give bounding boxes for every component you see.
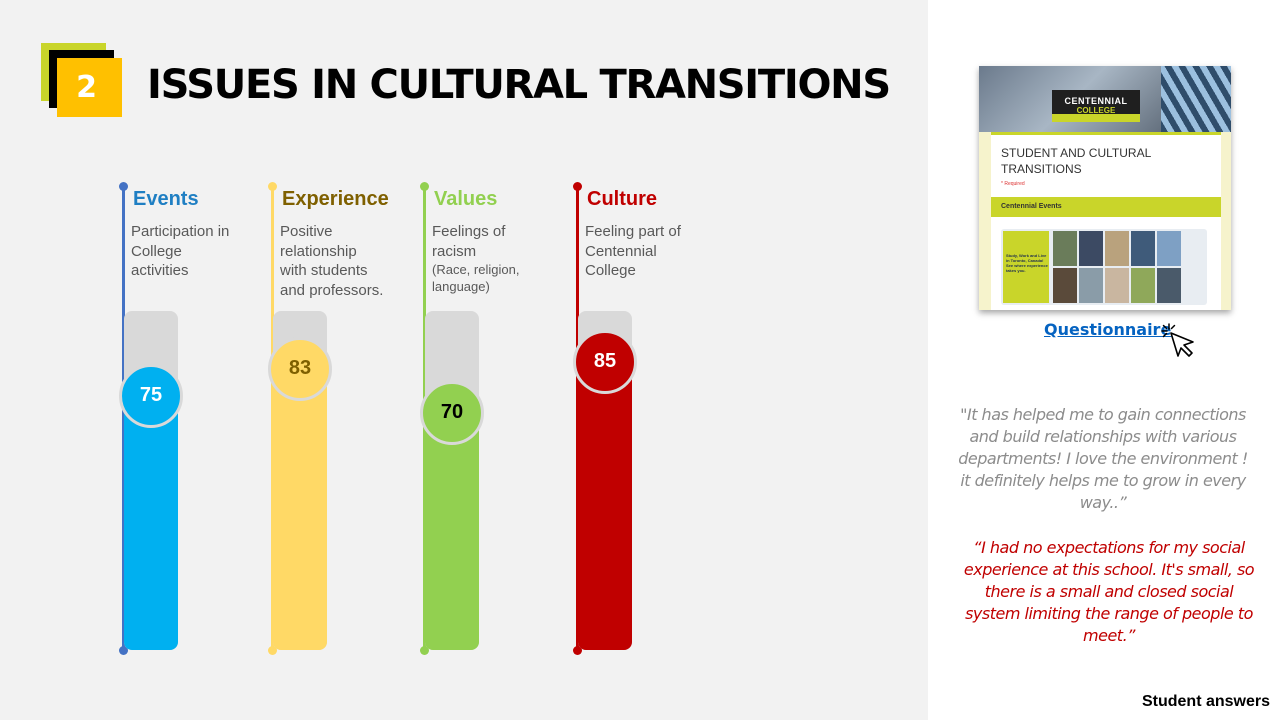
column-dot-bottom	[119, 646, 128, 655]
click-cursor-icon	[1161, 323, 1194, 357]
column-dot-bottom	[268, 646, 277, 655]
bar-fill	[124, 395, 178, 650]
value-bubble: 75	[119, 363, 183, 428]
form-title: STUDENT AND CULTURAL TRANSITIONS	[1001, 146, 1151, 176]
column-dot-bottom	[573, 646, 582, 655]
column-description: Feelings of racism (Race, religion, langua…	[432, 223, 520, 294]
events-image: Study, Work and Live in Toronto, Canada!…	[1001, 229, 1207, 305]
column-title: Events	[133, 188, 199, 210]
column-line	[122, 186, 125, 651]
column-title: Experience	[282, 188, 389, 210]
bar-fill	[578, 361, 632, 650]
column-dot-bottom	[420, 646, 429, 655]
promo-text: Study, Work and Live in Toronto, Canada!…	[1006, 253, 1048, 273]
column-title: Culture	[587, 188, 657, 210]
student-quote-negative: “I had no expectations for my social exp…	[963, 538, 1255, 645]
footer-caption: Student answers	[1141, 693, 1270, 710]
bar-fill	[273, 368, 327, 650]
column-dot-top	[573, 182, 582, 191]
questionnaire-link[interactable]: Questionnaire	[1044, 320, 1172, 339]
section-number-badge: 2	[57, 58, 122, 117]
value-bubble: 83	[268, 336, 332, 401]
required-note: * Required	[1001, 181, 1025, 187]
column-description: Feeling part of Centennial College	[585, 223, 681, 279]
column-line	[271, 186, 274, 651]
column-dot-top	[268, 182, 277, 191]
bar-fill	[425, 412, 479, 650]
form-card: STUDENT AND CULTURAL TRANSITIONS * Requi…	[991, 132, 1221, 310]
value-bubble: 85	[573, 329, 637, 394]
college-sign: CENTENNIAL COLLEGE	[1052, 90, 1140, 122]
student-quote-positive: "It has helped me to gain connections an…	[958, 405, 1248, 512]
value-bubble: 70	[420, 380, 484, 445]
column-title: Values	[434, 188, 498, 210]
slide-title: ISSUES IN CULTURAL TRANSITIONS	[147, 62, 891, 108]
column-dot-top	[420, 182, 429, 191]
column-description: Positive relationship with students and pro…	[280, 223, 384, 299]
column-description: Participation in College activities	[131, 223, 230, 279]
questionnaire-thumbnail[interactable]: CENTENNIAL COLLEGE STUDENT AND CULTURAL …	[979, 66, 1231, 310]
column-line	[576, 186, 579, 651]
column-dot-top	[119, 182, 128, 191]
form-section-band: Centennial Events	[991, 197, 1221, 217]
